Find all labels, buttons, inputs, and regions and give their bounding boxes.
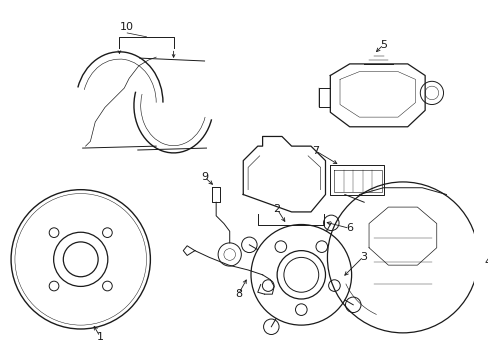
Text: 9: 9 [201, 172, 208, 182]
Text: 3: 3 [359, 252, 366, 262]
Text: 8: 8 [234, 289, 242, 299]
Text: 5: 5 [379, 40, 386, 50]
Text: 10: 10 [120, 22, 134, 32]
Text: 4: 4 [484, 257, 488, 267]
Text: 1: 1 [96, 332, 103, 342]
Text: 7: 7 [312, 146, 319, 156]
Text: 2: 2 [273, 204, 280, 214]
Text: 6: 6 [346, 223, 352, 233]
